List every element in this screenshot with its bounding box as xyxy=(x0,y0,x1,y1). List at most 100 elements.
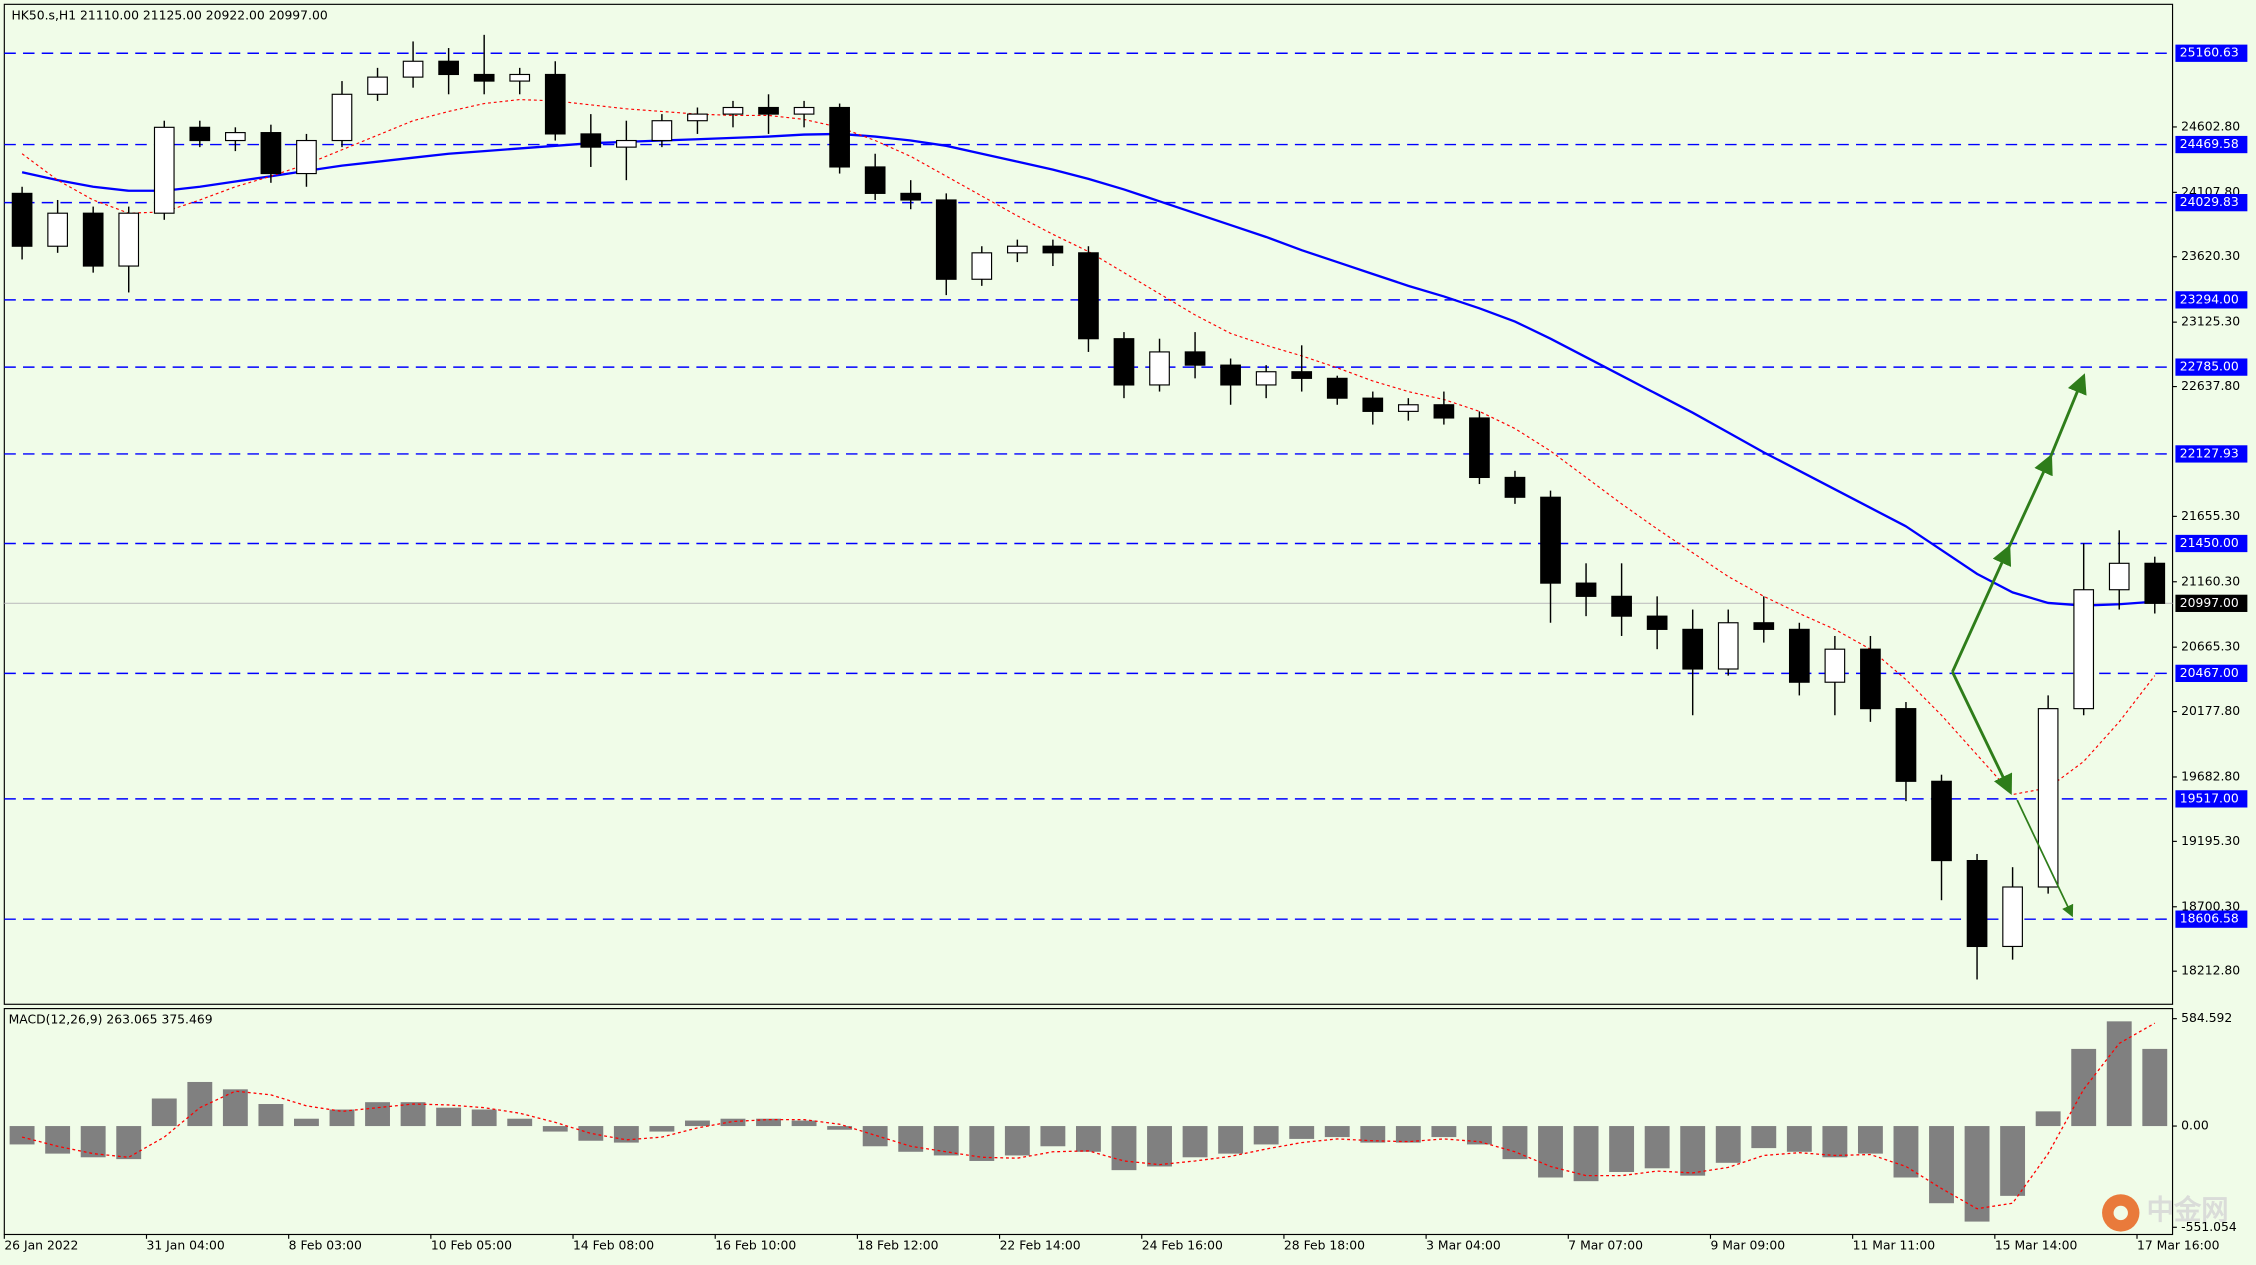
macd-bar xyxy=(80,1126,106,1158)
level-label: 20467.00 xyxy=(2180,666,2239,680)
x-tick-label: 26 Jan 2022 xyxy=(4,1238,78,1252)
candle-body xyxy=(1682,628,1704,670)
y-tick-label: 18700.30 xyxy=(2181,899,2240,913)
macd-bar xyxy=(1751,1126,1777,1149)
candle-body xyxy=(1931,780,1952,862)
candle-body xyxy=(544,73,566,135)
macd-bar xyxy=(756,1118,781,1127)
macd-bar xyxy=(1075,1126,1101,1152)
macd-bar xyxy=(1822,1126,1848,1158)
candle-body xyxy=(1575,582,1597,597)
y-tick-label: 19195.30 xyxy=(2181,834,2240,848)
candle-body xyxy=(793,106,815,115)
macd-bar xyxy=(507,1118,533,1127)
candle-body xyxy=(47,212,68,247)
candle-body xyxy=(2037,708,2059,888)
x-tick-label: 9 Mar 09:00 xyxy=(1710,1238,1785,1252)
candle-body xyxy=(402,60,424,78)
macd-bar xyxy=(1715,1126,1741,1163)
x-tick-label: 7 Mar 07:00 xyxy=(1568,1238,1643,1252)
candle-body xyxy=(1291,371,1313,379)
macd-bar xyxy=(400,1102,426,1127)
x-tick-label: 31 Jan 04:00 xyxy=(146,1238,224,1252)
x-tick-label: 8 Feb 03:00 xyxy=(289,1238,362,1252)
x-tick-label: 15 Mar 14:00 xyxy=(1995,1238,2078,1252)
forecast-arrows xyxy=(1951,373,2087,918)
level-label-box xyxy=(2175,534,2248,553)
x-tick-label: 22 Feb 14:00 xyxy=(1000,1238,1081,1252)
candle-body xyxy=(1717,622,1739,670)
macd-bar xyxy=(1324,1126,1350,1138)
candle-body xyxy=(1397,404,1419,412)
candle-body xyxy=(758,106,779,115)
macd-bar xyxy=(329,1109,355,1127)
candle-body xyxy=(1540,496,1561,584)
macd-bar xyxy=(1004,1126,1030,1156)
candle-body xyxy=(651,120,673,142)
macd-bar xyxy=(1111,1126,1137,1171)
candle-body xyxy=(1362,397,1384,412)
level-label: 23294.00 xyxy=(2180,292,2239,306)
candle-body xyxy=(935,199,957,280)
macd-bar xyxy=(2000,1126,2026,1196)
macd-bar xyxy=(1431,1126,1457,1138)
macd-bar xyxy=(1147,1126,1172,1167)
y-tick-label: 22637.80 xyxy=(2181,379,2240,393)
y-tick-label: 21655.30 xyxy=(2181,509,2240,523)
x-tick-label: 16 Feb 10:00 xyxy=(715,1238,796,1252)
macd-bar xyxy=(1573,1126,1599,1182)
candle-body xyxy=(473,73,495,82)
candle-body xyxy=(118,212,140,267)
macd-bar xyxy=(151,1098,177,1127)
macd-bar xyxy=(791,1120,817,1127)
x-tick-label: 10 Feb 05:00 xyxy=(431,1238,512,1252)
macd-bar xyxy=(187,1081,213,1127)
candle-body xyxy=(153,126,175,214)
arrow-up xyxy=(1951,544,2012,673)
x-tick-label: 3 Mar 04:00 xyxy=(1426,1238,1501,1252)
candle-body xyxy=(1788,628,1810,683)
candle-body xyxy=(1646,615,1668,630)
macd-bar xyxy=(613,1126,639,1143)
candle-body xyxy=(296,139,317,175)
level-label: 24029.83 xyxy=(2180,195,2239,209)
macd-bar xyxy=(1040,1126,1066,1147)
x-tick-label: 28 Feb 18:00 xyxy=(1284,1238,1365,1252)
logo-icon xyxy=(2113,1205,2128,1221)
y-tick-label: 23620.30 xyxy=(2181,249,2240,263)
candle-body xyxy=(2144,562,2166,604)
macd-bar xyxy=(862,1126,888,1147)
macd-bar xyxy=(1609,1126,1635,1172)
candle-body xyxy=(1149,351,1170,386)
level-label: 25160.63 xyxy=(2180,46,2239,60)
y-tick-label: 584.592 xyxy=(2181,1011,2232,1025)
last-price-label: 20997.00 xyxy=(2180,596,2239,610)
candle-body xyxy=(331,93,353,142)
candle-body xyxy=(1611,595,1632,617)
candle-body xyxy=(2108,562,2130,591)
candle-body xyxy=(1078,252,1099,340)
macd-bar xyxy=(578,1126,604,1141)
candle-body xyxy=(1966,859,1988,948)
macd-signal xyxy=(21,1022,2156,1210)
candle-body xyxy=(900,192,922,201)
candle-body xyxy=(438,60,459,76)
candle-body xyxy=(1433,404,1455,419)
level-label-box xyxy=(2175,194,2248,212)
candle-body xyxy=(1184,351,1206,366)
x-tick-label: 17 Mar 16:00 xyxy=(2137,1238,2220,1252)
candle-body xyxy=(1469,417,1490,479)
x-tick-label: 18 Feb 12:00 xyxy=(857,1238,938,1252)
main-panel xyxy=(3,3,2174,1005)
candle-body xyxy=(1824,648,1846,683)
macd-title: MACD(12,26,9) 263.065 375.469 xyxy=(9,1013,213,1027)
macd-bar xyxy=(684,1120,710,1127)
candle-body xyxy=(1042,245,1064,254)
candle-body xyxy=(616,139,637,148)
macd-bar xyxy=(1857,1126,1883,1154)
level-label: 21450.00 xyxy=(2180,536,2239,550)
macd-bar xyxy=(969,1126,995,1161)
macd-bar xyxy=(45,1126,71,1154)
